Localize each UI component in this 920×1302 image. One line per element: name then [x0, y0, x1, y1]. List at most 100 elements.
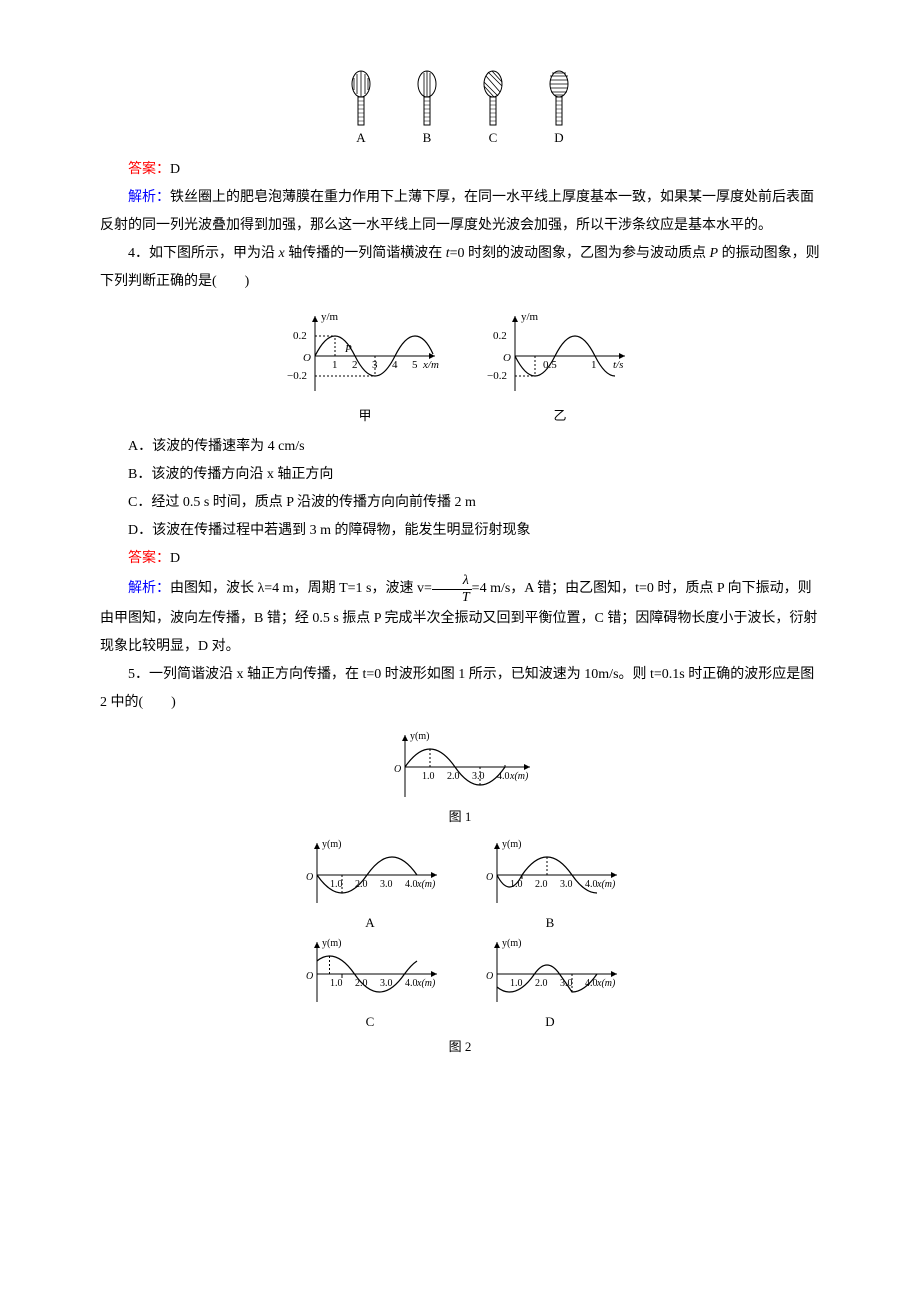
q5-fig2-B-label: B	[546, 915, 555, 931]
fig2C-xt1: 2.0	[355, 978, 368, 989]
q5-fig1-svg: y(m) x(m) O 1.0 2.0 3.0 4.0	[380, 727, 540, 807]
q5-fig2-D-svg: y(m) x(m) O 1.0 2.0 3.0 4.0	[475, 934, 625, 1012]
q3-fig-label-B: B	[423, 130, 432, 146]
fig2B-xt1: 2.0	[535, 879, 548, 890]
chart2-xtick-1: 1	[591, 359, 597, 371]
q3-fig-label-C: C	[489, 130, 498, 146]
q4-var-P: P	[710, 246, 719, 261]
fig2B-ylabel: y(m)	[502, 839, 521, 850]
q5-fig2-row1: y(m) x(m) O 1.0 2.0 3.0 4.0 A y(m) x(m)	[100, 835, 820, 931]
fig2B-xt3: 4.0	[585, 879, 598, 890]
answer-label: 答案：	[128, 162, 170, 177]
q4-chart1: y/m x/m O 0.2 −0.2 1 2 3 4 5 P	[285, 306, 445, 424]
q5-fig2-C: y(m) x(m) O 1.0 2.0 3.0 4.0 C	[295, 934, 445, 1030]
q5-fig1-row: y(m) x(m) O 1.0 2.0 3.0 4.0 图 1	[100, 727, 820, 825]
chart2-ytick-1: −0.2	[487, 370, 507, 382]
q4-stem: 4．如下图所示，甲为沿 x 轴传播的一列简谐横波在 t=0 时刻的波动图象，乙图…	[100, 240, 820, 296]
q3-answer: 答案：D	[100, 156, 820, 184]
q5-fig2-A-label: A	[365, 915, 374, 931]
chart1-xtick-2: 3	[372, 359, 378, 371]
fig2B-xt2: 3.0	[560, 879, 573, 890]
q4-option-D: D．该波在传播过程中若遇到 3 m 的障碍物，能发生明显衍射现象	[100, 517, 820, 545]
q4-option-B: B．该波的传播方向沿 x 轴正方向	[100, 461, 820, 489]
frac-num: λ	[432, 573, 472, 589]
fig2C-xt2: 3.0	[380, 978, 393, 989]
chart2-origin: O	[503, 352, 511, 364]
q3-fig-A: A	[348, 70, 374, 146]
analysis-label: 解析：	[128, 190, 170, 205]
frac-den: T	[432, 590, 472, 605]
q5-fig2-A: y(m) x(m) O 1.0 2.0 3.0 4.0 A	[295, 835, 445, 931]
q4-stem-b: 轴传播的一列简谐横波在	[285, 246, 446, 261]
fig2B-xt0: 1.0	[510, 879, 523, 890]
q3-fig-label-A: A	[356, 130, 365, 146]
q3-fig-B: B	[414, 70, 440, 146]
q5-fig2-C-label: C	[366, 1014, 375, 1030]
chart1-ytick-0: 0.2	[293, 330, 307, 342]
fig1-ylabel: y(m)	[410, 731, 429, 742]
fig2D-xt0: 1.0	[510, 978, 523, 989]
q4-chart2-caption: 乙	[553, 408, 566, 424]
spoon-icon-A	[348, 70, 374, 128]
q4-option-C: C．经过 0.5 s 时间，质点 P 沿波的传播方向向前传播 2 m	[100, 489, 820, 517]
fig2D-xlabel: x(m)	[596, 978, 616, 989]
q4-figure-row: y/m x/m O 0.2 −0.2 1 2 3 4 5 P	[100, 306, 820, 424]
chart2-ytick-0: 0.2	[493, 330, 507, 342]
chart2-xlabel: t/s	[613, 359, 623, 371]
fig2A-ylabel: y(m)	[322, 839, 341, 850]
q4-stem-a: 4．如下图所示，甲为沿	[128, 246, 279, 261]
q4-fraction: λT	[432, 573, 472, 605]
q5-fig2-caption-wrap: 图 2	[100, 1034, 820, 1062]
fig1-xt3: 4.0	[497, 771, 510, 782]
chart1-xtick-4: 5	[412, 359, 418, 371]
spoon-icon-B	[414, 70, 440, 128]
chart1-origin: O	[303, 352, 311, 364]
q4-chart2: y/m t/s O 0.2 −0.2 0.5 1 乙	[485, 306, 635, 424]
wave-chart-1: y/m x/m O 0.2 −0.2 1 2 3 4 5 P	[285, 306, 445, 406]
fig1-xt1: 2.0	[447, 771, 460, 782]
fig2D-xt1: 2.0	[535, 978, 548, 989]
fig2A-xt3: 4.0	[405, 879, 418, 890]
q3-answer-value: D	[170, 162, 180, 177]
q5-fig2-caption: 图 2	[449, 1039, 472, 1054]
q5-fig2-A-svg: y(m) x(m) O 1.0 2.0 3.0 4.0	[295, 835, 445, 913]
fig2C-xt0: 1.0	[330, 978, 343, 989]
q4-analysis: 解析：由图知，波长 λ=4 m，周期 T=1 s，波速 v=λT=4 m/s，A…	[100, 573, 820, 661]
chart1-xtick-1: 2	[352, 359, 358, 371]
fig2C-origin: O	[306, 971, 313, 982]
fig1-xlabel: x(m)	[509, 771, 529, 782]
fig2B-origin: O	[486, 872, 493, 883]
answer-label-2: 答案：	[128, 551, 170, 566]
q5-fig2-C-svg: y(m) x(m) O 1.0 2.0 3.0 4.0	[295, 934, 445, 1012]
fig2A-origin: O	[306, 872, 313, 883]
fig2A-xt0: 1.0	[330, 879, 343, 890]
fig2C-ylabel: y(m)	[322, 938, 341, 949]
fig2D-ylabel: y(m)	[502, 938, 521, 949]
q4-answer: 答案：D	[100, 545, 820, 573]
fig2B-xlabel: x(m)	[596, 879, 616, 890]
chart1-ylabel: y/m	[321, 311, 339, 323]
q5-fig1-caption: 图 1	[449, 809, 472, 825]
fig2C-xlabel: x(m)	[416, 978, 436, 989]
analysis-label-2: 解析：	[128, 581, 170, 596]
q5-fig2-B-svg: y(m) x(m) O 1.0 2.0 3.0 4.0	[475, 835, 625, 913]
fig1-xt2: 3.0	[472, 771, 485, 782]
q4-stem-c: =0 时刻的波动图象，乙图为参与波动质点	[450, 246, 710, 261]
fig2D-xt3: 4.0	[585, 978, 598, 989]
fig2A-xt1: 2.0	[355, 879, 368, 890]
q3-analysis: 解析：铁丝圈上的肥皂泡薄膜在重力作用下上薄下厚，在同一水平线上厚度基本一致，如果…	[100, 184, 820, 240]
q5-fig1: y(m) x(m) O 1.0 2.0 3.0 4.0 图 1	[380, 727, 540, 825]
wave-chart-2: y/m t/s O 0.2 −0.2 0.5 1	[485, 306, 635, 406]
chart1-xlabel: x/m	[422, 359, 439, 371]
q3-figure-row: A B C D	[100, 70, 820, 146]
q5-fig2-D: y(m) x(m) O 1.0 2.0 3.0 4.0 D	[475, 934, 625, 1030]
q5-fig2-row2: y(m) x(m) O 1.0 2.0 3.0 4.0 C y(m)	[100, 934, 820, 1030]
q5-stem: 5．一列简谐波沿 x 轴正方向传播，在 t=0 时波形如图 1 所示，已知波速为…	[100, 661, 820, 717]
q4-analysis-a: 由图知，波长 λ=4 m，周期 T=1 s，波速 v=	[170, 581, 432, 596]
fig2D-origin: O	[486, 971, 493, 982]
spoon-icon-D	[546, 70, 572, 128]
chart1-ytick-1: −0.2	[287, 370, 307, 382]
fig2A-xt2: 3.0	[380, 879, 393, 890]
fig1-xt0: 1.0	[422, 771, 435, 782]
q3-analysis-text: 铁丝圈上的肥皂泡薄膜在重力作用下上薄下厚，在同一水平线上厚度基本一致，如果某一厚…	[100, 190, 814, 233]
